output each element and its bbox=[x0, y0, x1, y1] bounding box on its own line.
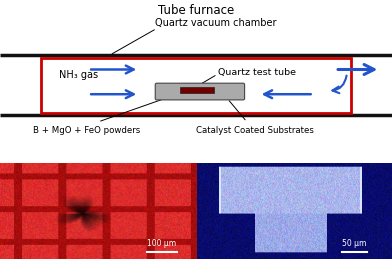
Text: Quartz test tube: Quartz test tube bbox=[218, 68, 296, 77]
Text: 50 μm: 50 μm bbox=[343, 239, 367, 248]
Text: NH₃ gas: NH₃ gas bbox=[59, 70, 98, 80]
Text: Tube furnace: Tube furnace bbox=[158, 4, 234, 17]
FancyBboxPatch shape bbox=[155, 83, 245, 100]
Text: Quartz vacuum chamber: Quartz vacuum chamber bbox=[155, 18, 276, 28]
Bar bbox=[41, 58, 351, 113]
Text: B + MgO + FeO powders: B + MgO + FeO powders bbox=[33, 126, 140, 135]
Bar bbox=[180, 87, 214, 93]
Text: Catalyst Coated Substrates: Catalyst Coated Substrates bbox=[196, 126, 314, 135]
Text: 100 μm: 100 μm bbox=[147, 239, 176, 248]
